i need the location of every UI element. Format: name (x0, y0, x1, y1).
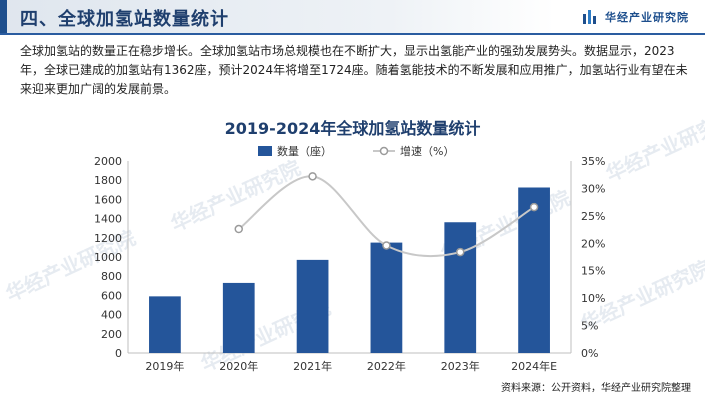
legend-bar-label: 数量（座） (277, 144, 332, 158)
growth-point (457, 249, 464, 256)
y-right-tick-label: 25% (581, 210, 605, 223)
y-right-tick-label: 5% (581, 320, 598, 333)
bar (297, 260, 329, 353)
legend-bar-swatch (258, 146, 272, 156)
y-left-tick-label: 0 (115, 347, 122, 360)
bar (444, 222, 476, 353)
bar (149, 296, 181, 353)
x-tick-label: 2020年 (219, 359, 258, 373)
x-tick-label: 2019年 (145, 359, 184, 373)
y-right-tick-label: 35% (581, 155, 605, 168)
y-right-tick-label: 0% (581, 347, 598, 360)
y-left-tick-label: 1000 (94, 251, 122, 264)
x-tick-label: 2022年 (367, 359, 406, 373)
source-note: 资料来源：公开资料，华经产业研究院整理 (501, 379, 691, 394)
x-tick-label: 2023年 (441, 359, 480, 373)
y-left-tick-label: 200 (101, 328, 122, 341)
x-tick-label: 2021年 (293, 359, 332, 373)
y-left-tick-label: 400 (101, 309, 122, 322)
y-left-tick-label: 600 (101, 289, 122, 302)
y-left-tick-label: 1800 (94, 174, 122, 187)
bar (518, 187, 550, 353)
y-left-tick-label: 1400 (94, 213, 122, 226)
y-right-tick-label: 15% (581, 265, 605, 278)
y-left-tick-label: 2000 (94, 155, 122, 168)
y-left-tick-label: 800 (101, 270, 122, 283)
y-right-tick-label: 30% (581, 182, 605, 195)
growth-point (309, 173, 316, 180)
y-right-tick-label: 20% (581, 237, 605, 250)
y-left-tick-label: 1600 (94, 193, 122, 206)
legend-line-label: 增速（%） (400, 144, 454, 158)
y-left-tick-label: 1200 (94, 232, 122, 245)
growth-point (383, 242, 390, 249)
x-tick-label: 2024年E (511, 359, 557, 373)
growth-point (235, 226, 242, 233)
y-right-tick-label: 10% (581, 292, 605, 305)
bar (371, 243, 403, 353)
growth-point (531, 204, 538, 211)
bar (223, 283, 255, 353)
legend-line-marker (381, 148, 388, 155)
